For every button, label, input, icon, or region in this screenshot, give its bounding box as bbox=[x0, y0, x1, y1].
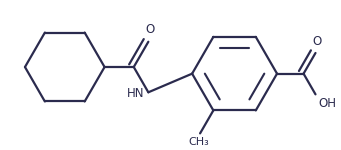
Text: CH₃: CH₃ bbox=[188, 137, 209, 147]
Text: O: O bbox=[312, 35, 322, 48]
Text: HN: HN bbox=[127, 87, 144, 100]
Text: OH: OH bbox=[318, 97, 336, 110]
Text: O: O bbox=[145, 23, 154, 36]
